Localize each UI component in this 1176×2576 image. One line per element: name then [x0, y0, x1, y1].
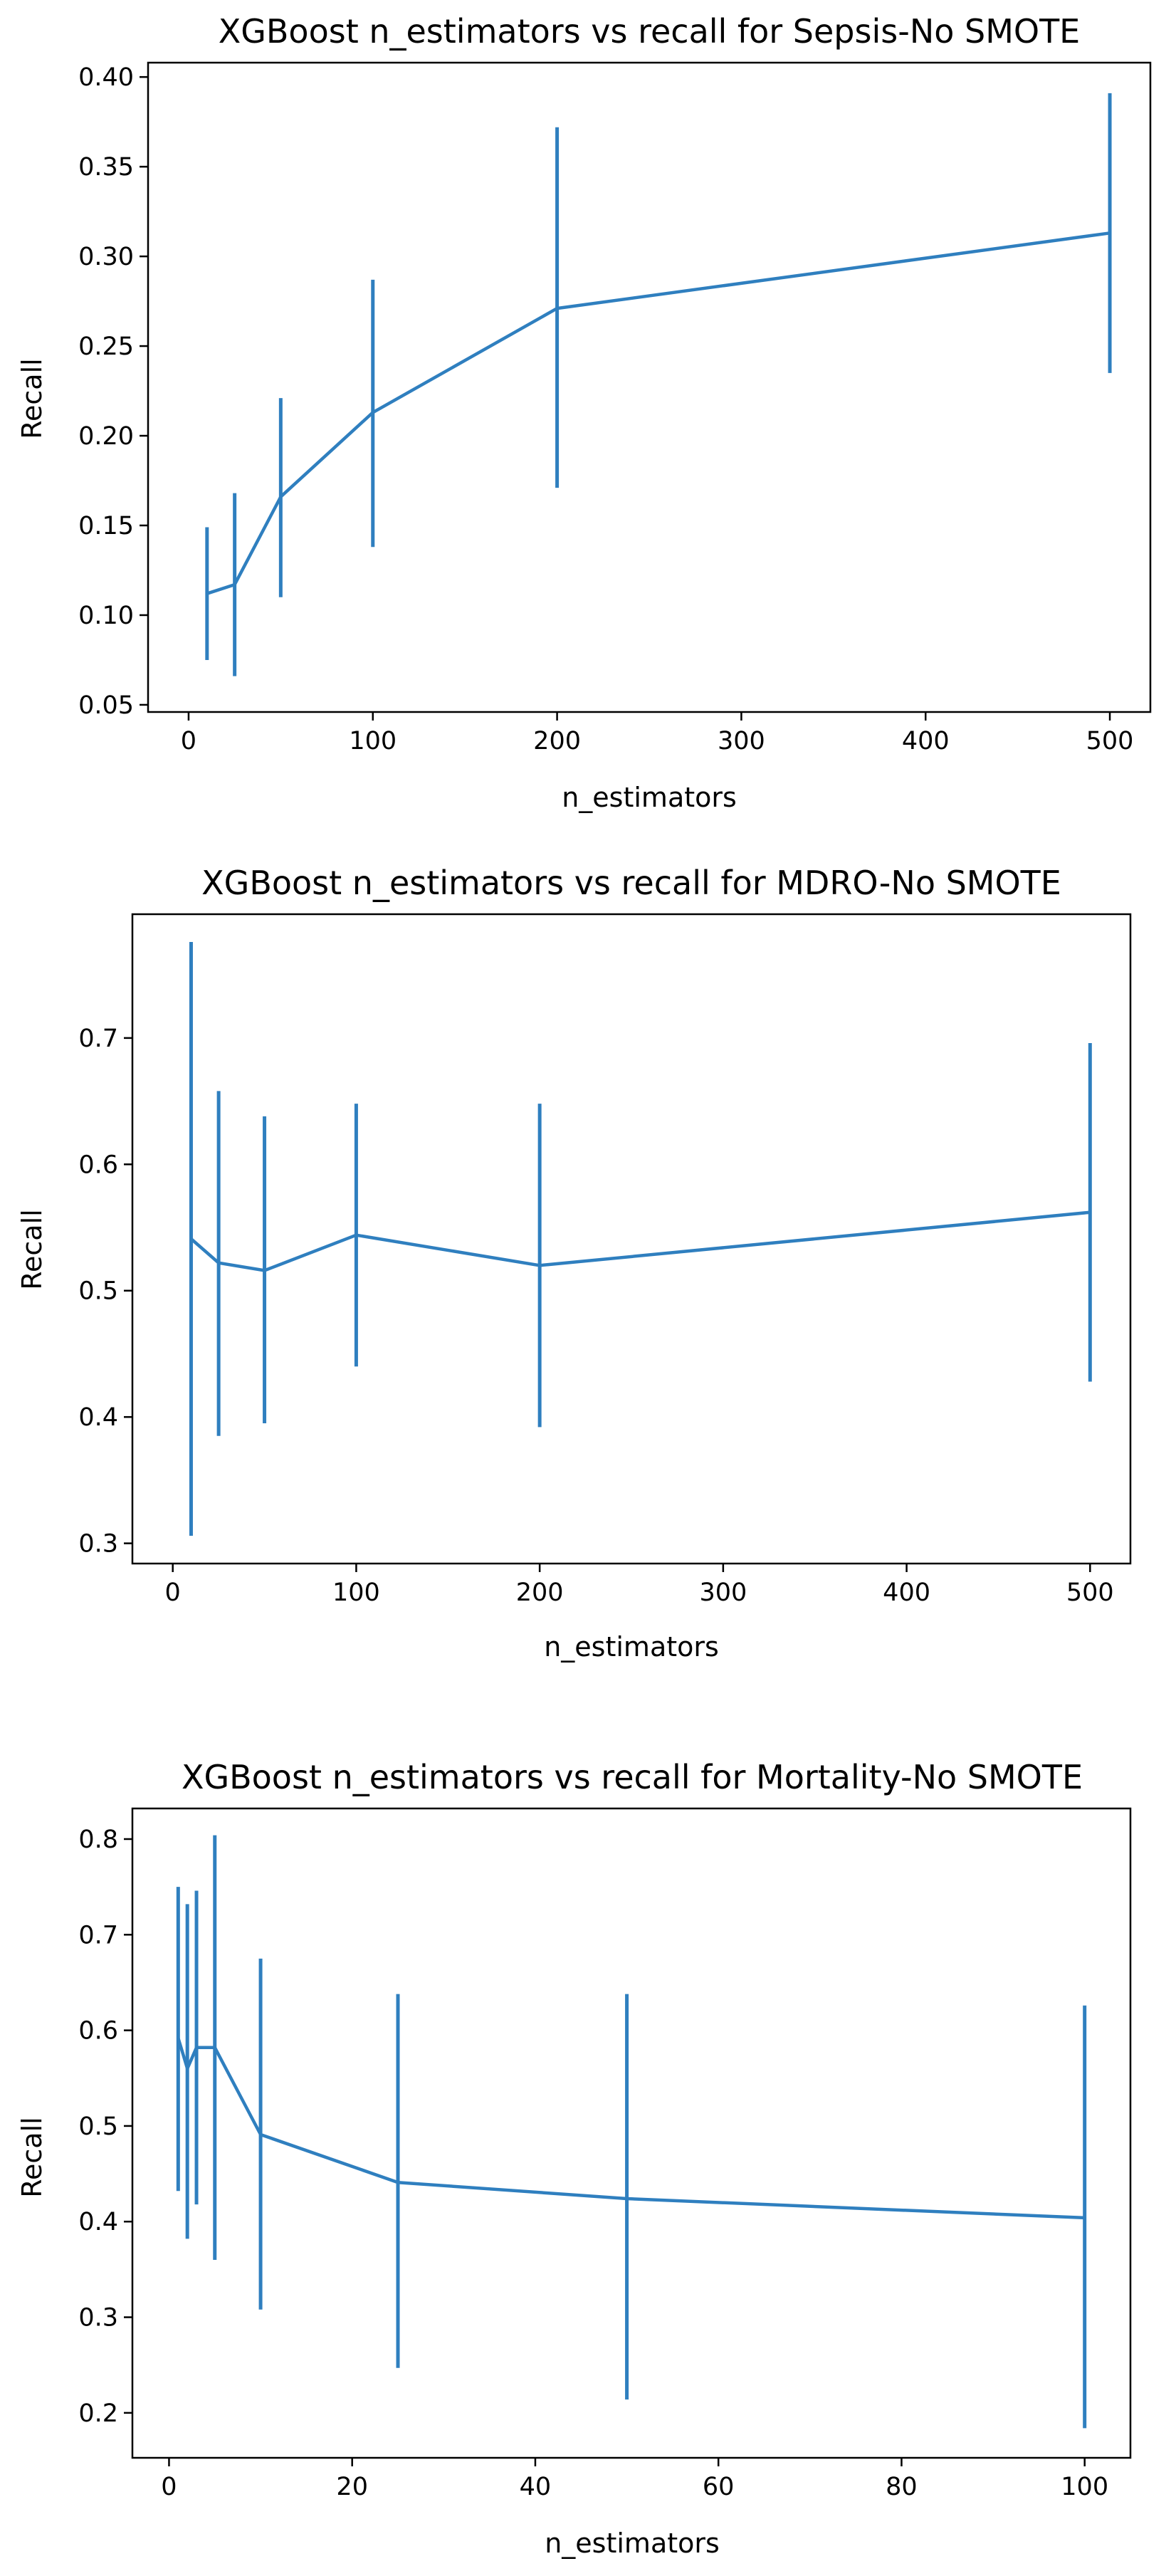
y-tick-label: 0.4 — [78, 1403, 118, 1432]
y-tick-label: 0.5 — [78, 1277, 118, 1306]
plot-frame — [131, 913, 1132, 1565]
y-tick-label: 0.10 — [78, 602, 134, 630]
y-tick-label: 0.2 — [78, 2399, 118, 2428]
x-tick-label: 80 — [886, 2473, 918, 2501]
plot-frame — [131, 1807, 1132, 2459]
y-tick-label: 0.05 — [78, 691, 134, 720]
y-axis-label: Recall — [16, 2117, 48, 2197]
y-tick-label: 0.35 — [78, 153, 134, 182]
y-tick-label: 0.30 — [78, 243, 134, 271]
chart-title: XGBoost n_estimators vs recall for Sepsi… — [219, 12, 1081, 51]
plot-area: 0 100 200 300 400 500 0.05 0.10 0.15 0.20 0.25 0.30… — [78, 61, 1152, 755]
x-tick-label: 400 — [902, 727, 950, 755]
y-tick-label: 0.3 — [78, 2304, 118, 2332]
y-tick-label: 0.7 — [78, 1921, 118, 1949]
sepsis-recall-chart: XGBoost n_estimators vs recall for Sepsi… — [16, 12, 1152, 813]
plot-frame — [147, 61, 1152, 713]
x-tick-label: 500 — [1086, 727, 1134, 755]
plot-area: 0 20 40 60 80 100 0.2 0.3 0.4 0.5 0.6 0.7 0.8 — [78, 1807, 1132, 2501]
plot-area: 0 100 200 300 400 500 0.3 0.4 0.5 0.6 0.7 — [78, 913, 1132, 1607]
y-axis-label: Recall — [16, 358, 48, 439]
x-axis-label: n_estimators — [562, 782, 737, 813]
y-tick-label: 0.6 — [78, 1151, 118, 1179]
y-tick-label: 0.20 — [78, 422, 134, 451]
x-tick-label: 20 — [336, 2473, 368, 2501]
x-tick-label: 500 — [1066, 1578, 1114, 1607]
x-tick-label: 0 — [161, 2473, 177, 2501]
x-axis-label: n_estimators — [544, 1631, 719, 1663]
y-tick-label: 0.25 — [78, 333, 134, 361]
y-axis-label: Recall — [16, 1209, 48, 1289]
y-tick-label: 0.6 — [78, 2017, 118, 2046]
x-tick-label: 0 — [181, 727, 196, 755]
y-tick-label: 0.3 — [78, 1530, 118, 1559]
chart-title: XGBoost n_estimators vs recall for MDRO-… — [201, 864, 1061, 902]
chart-title: XGBoost n_estimators vs recall for Morta… — [182, 1758, 1083, 1796]
series-line — [206, 231, 1111, 595]
x-tick-label: 100 — [349, 727, 397, 755]
y-tick-label: 0.15 — [78, 512, 134, 540]
x-tick-label: 40 — [520, 2473, 552, 2501]
x-tick-label: 0 — [165, 1578, 181, 1607]
x-tick-label: 200 — [516, 1578, 564, 1607]
mdro-recall-chart: XGBoost n_estimators vs recall for MDRO-… — [16, 864, 1132, 1663]
mortality-recall-chart: XGBoost n_estimators vs recall for Morta… — [16, 1758, 1132, 2559]
x-tick-label: 300 — [699, 1578, 747, 1607]
x-axis-label: n_estimators — [545, 2528, 720, 2559]
x-tick-label: 100 — [1061, 2473, 1108, 2501]
series-line — [177, 2037, 1085, 2220]
x-tick-label: 200 — [533, 727, 581, 755]
y-tick-label: 0.5 — [78, 2112, 118, 2141]
series-line — [190, 1210, 1091, 1272]
x-tick-label: 400 — [883, 1578, 930, 1607]
x-tick-label: 60 — [703, 2473, 735, 2501]
y-tick-label: 0.8 — [78, 1826, 118, 1854]
y-tick-label: 0.4 — [78, 2208, 118, 2236]
y-tick-label: 0.7 — [78, 1025, 118, 1053]
y-tick-label: 0.40 — [78, 63, 134, 92]
x-tick-label: 300 — [718, 727, 765, 755]
x-tick-label: 100 — [332, 1578, 380, 1607]
